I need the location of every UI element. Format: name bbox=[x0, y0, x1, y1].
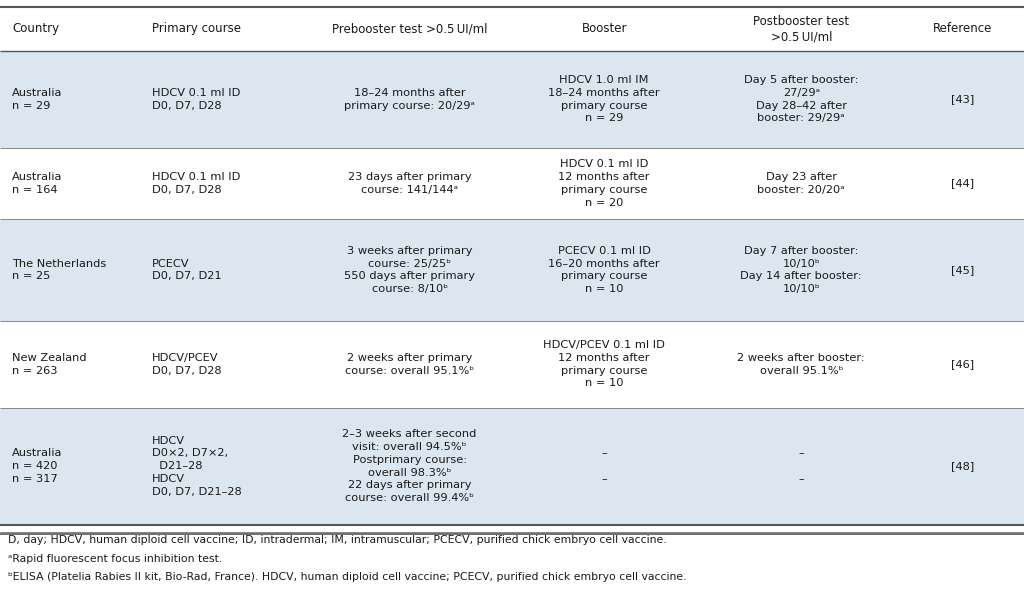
Text: Australia
n = 420
n = 317: Australia n = 420 n = 317 bbox=[12, 448, 62, 484]
Text: HDCV 0.1 ml ID
D0, D7, D28: HDCV 0.1 ml ID D0, D7, D28 bbox=[152, 87, 240, 110]
Text: [45]: [45] bbox=[951, 265, 974, 275]
Text: HDCV 0.1 ml ID
D0, D7, D28: HDCV 0.1 ml ID D0, D7, D28 bbox=[152, 172, 240, 195]
Text: [46]: [46] bbox=[951, 359, 974, 369]
Text: Day 5 after booster:
27/29ᵃ
Day 28–42 after
booster: 29/29ᵃ: Day 5 after booster: 27/29ᵃ Day 28–42 af… bbox=[744, 75, 858, 124]
Text: –

–: – – bbox=[601, 448, 607, 484]
Text: Day 7 after booster:
10/10ᵇ
Day 14 after booster:
10/10ᵇ: Day 7 after booster: 10/10ᵇ Day 14 after… bbox=[740, 245, 862, 294]
Text: 2 weeks after booster:
overall 95.1%ᵇ: 2 weeks after booster: overall 95.1%ᵇ bbox=[737, 353, 865, 376]
Text: [44]: [44] bbox=[951, 178, 974, 188]
Text: New Zealand
n = 263: New Zealand n = 263 bbox=[12, 353, 87, 376]
Text: 18–24 months after
primary course: 20/29ᵃ: 18–24 months after primary course: 20/29… bbox=[344, 87, 475, 110]
Text: Primary course: Primary course bbox=[152, 22, 241, 36]
Text: 3 weeks after primary
course: 25/25ᵇ
550 days after primary
course: 8/10ᵇ: 3 weeks after primary course: 25/25ᵇ 550… bbox=[344, 245, 475, 294]
Text: Country: Country bbox=[12, 22, 59, 36]
Text: HDCV 1.0 ml IM
18–24 months after
primary course
n = 29: HDCV 1.0 ml IM 18–24 months after primar… bbox=[548, 75, 660, 124]
Text: [43]: [43] bbox=[951, 94, 974, 104]
Text: Reference: Reference bbox=[933, 22, 992, 36]
Text: HDCV
D0×2, D7×2,
  D21–28
HDCV
D0, D7, D21–28: HDCV D0×2, D7×2, D21–28 HDCV D0, D7, D21… bbox=[152, 435, 242, 497]
Text: 23 days after primary
course: 141/144ᵃ: 23 days after primary course: 141/144ᵃ bbox=[348, 172, 471, 195]
Text: HDCV 0.1 ml ID
12 months after
primary course
n = 20: HDCV 0.1 ml ID 12 months after primary c… bbox=[558, 159, 650, 207]
Text: PCECV 0.1 ml ID
16–20 months after
primary course
n = 10: PCECV 0.1 ml ID 16–20 months after prima… bbox=[548, 245, 660, 294]
Text: The Netherlands
n = 25: The Netherlands n = 25 bbox=[12, 259, 106, 282]
Text: Australia
n = 29: Australia n = 29 bbox=[12, 87, 62, 110]
Text: Prebooster test >0.5 UI/ml: Prebooster test >0.5 UI/ml bbox=[332, 22, 487, 36]
Text: 2–3 weeks after second
visit: overall 94.5%ᵇ
Postprimary course:
overall 98.3%ᵇ
: 2–3 weeks after second visit: overall 94… bbox=[342, 429, 477, 503]
Bar bbox=[0, 219, 1024, 321]
Text: Booster: Booster bbox=[582, 22, 627, 36]
Bar bbox=[0, 408, 1024, 525]
Text: Postbooster test
>0.5 UI/ml: Postbooster test >0.5 UI/ml bbox=[754, 14, 849, 43]
Bar bbox=[0, 51, 1024, 148]
Text: [48]: [48] bbox=[951, 461, 974, 471]
Text: Australia
n = 164: Australia n = 164 bbox=[12, 172, 62, 195]
Text: Day 23 after
booster: 20/20ᵃ: Day 23 after booster: 20/20ᵃ bbox=[758, 172, 845, 195]
Text: PCECV
D0, D7, D21: PCECV D0, D7, D21 bbox=[152, 259, 221, 282]
Text: –

–: – – bbox=[799, 448, 804, 484]
Text: HDCV/PCEV 0.1 ml ID
12 months after
primary course
n = 10: HDCV/PCEV 0.1 ml ID 12 months after prim… bbox=[543, 340, 666, 388]
Text: HDCV/PCEV
D0, D7, D28: HDCV/PCEV D0, D7, D28 bbox=[152, 353, 221, 376]
Text: ᵃRapid fluorescent focus inhibition test.: ᵃRapid fluorescent focus inhibition test… bbox=[8, 554, 222, 564]
Text: 2 weeks after primary
course: overall 95.1%ᵇ: 2 weeks after primary course: overall 95… bbox=[345, 353, 474, 376]
Text: ᵇELISA (Platelia Rabies II kit, Bio-Rad, France). HDCV, human diploid cell vacci: ᵇELISA (Platelia Rabies II kit, Bio-Rad,… bbox=[8, 572, 687, 582]
Text: D, day; HDCV, human diploid cell vaccine; ID, intradermal; IM, intramuscular; PC: D, day; HDCV, human diploid cell vaccine… bbox=[8, 535, 667, 546]
